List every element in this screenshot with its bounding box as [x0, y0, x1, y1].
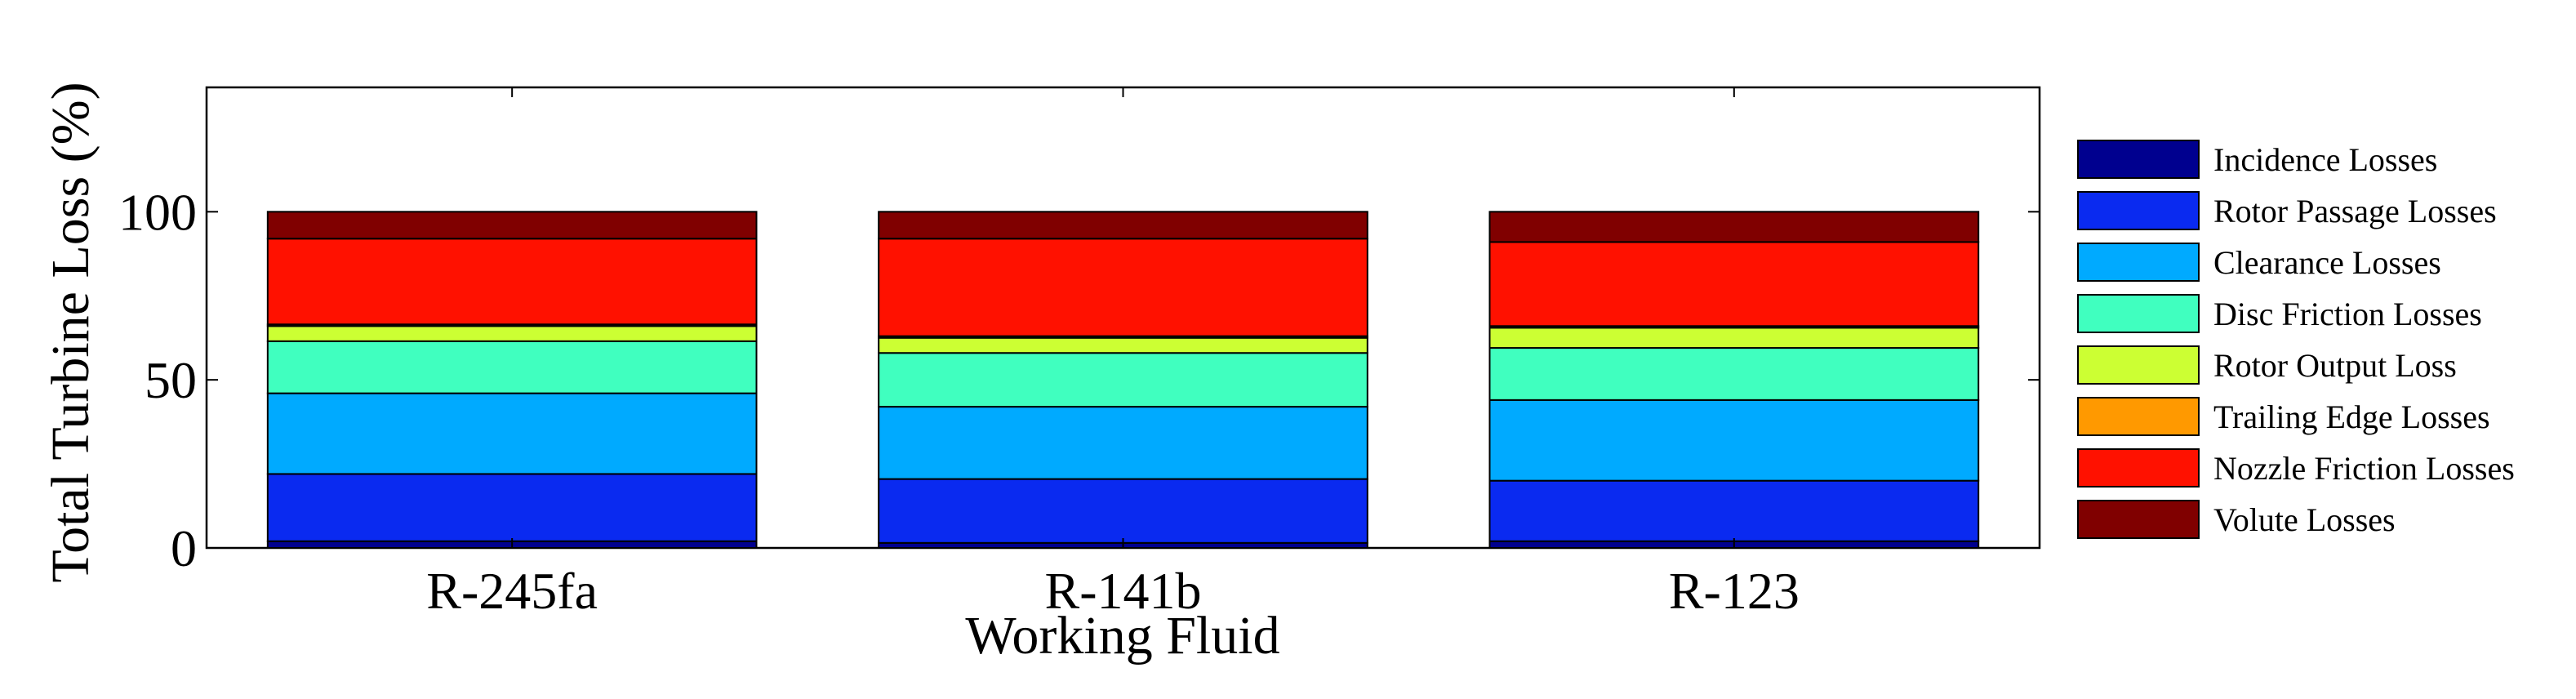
legend-label: Clearance Losses [2213, 244, 2441, 281]
legend-label: Disc Friction Losses [2213, 296, 2482, 332]
bar-segment-volute-losses-r-245fa [266, 211, 758, 240]
legend-label: Incidence Losses [2213, 141, 2437, 178]
legend-swatch [2077, 397, 2200, 436]
legend-swatch [2077, 345, 2200, 385]
bar-segment-disc-friction-losses-r-245fa [266, 340, 758, 394]
bar-segment-rotor-output-loss-r-123 [1488, 327, 1980, 350]
bar-segment-nozzle-friction-losses-r-123 [1488, 241, 1980, 327]
y-axis-title: Total Turbine Loss (%) [41, 82, 100, 582]
bar-segment-rotor-passage-losses-r-123 [1488, 479, 1980, 542]
legend-swatch [2077, 140, 2200, 179]
bar-segment-disc-friction-losses-r-141b [878, 352, 1368, 408]
x-axis-title: Working Fluid [965, 606, 1279, 666]
legend-label: Volute Losses [2213, 501, 2396, 538]
bar-stack-group [266, 211, 1980, 550]
bar-segment-nozzle-friction-losses-r-245fa [266, 238, 758, 326]
legend-label: Trailing Edge Losses [2213, 398, 2490, 435]
legend-label: Rotor Passage Losses [2213, 193, 2497, 229]
legend-swatch [2077, 500, 2200, 539]
legend-swatch [2077, 294, 2200, 333]
legend-label: Rotor Output Loss [2213, 347, 2457, 384]
legend-label: Nozzle Friction Losses [2213, 450, 2515, 487]
bar-segment-rotor-output-loss-r-245fa [266, 325, 758, 342]
bar-segment-rotor-output-loss-r-141b [878, 336, 1368, 354]
legend-swatch [2077, 243, 2200, 282]
legend-swatch [2077, 191, 2200, 230]
bar-segment-rotor-passage-losses-r-245fa [266, 473, 758, 542]
legend-swatch [2077, 448, 2200, 488]
x-tick-label: R-245fa [426, 562, 598, 620]
axes-group: R-245fa R-141b R-123 0 50 100 [118, 87, 2040, 620]
bar-segment-clearance-losses-r-141b [878, 406, 1368, 480]
x-tick-label: R-141b [1045, 562, 1202, 620]
bar-segment-volute-losses-r-141b [878, 211, 1368, 240]
bar-segment-clearance-losses-r-123 [1488, 398, 1980, 482]
y-tick-label: 0 [171, 519, 197, 577]
y-tick-label: 50 [145, 351, 197, 409]
bar-segment-clearance-losses-r-245fa [266, 392, 758, 475]
bar-segment-rotor-passage-losses-r-141b [878, 478, 1368, 544]
x-tick-label: R-123 [1669, 562, 1800, 620]
bar-segment-volute-losses-r-123 [1488, 211, 1980, 243]
bar-segment-nozzle-friction-losses-r-141b [878, 238, 1368, 337]
y-tick-label: 100 [118, 183, 197, 241]
bar-segment-disc-friction-losses-r-123 [1488, 347, 1980, 401]
legend: Incidence Losses Rotor Passage Losses Clea… [2077, 140, 2515, 539]
